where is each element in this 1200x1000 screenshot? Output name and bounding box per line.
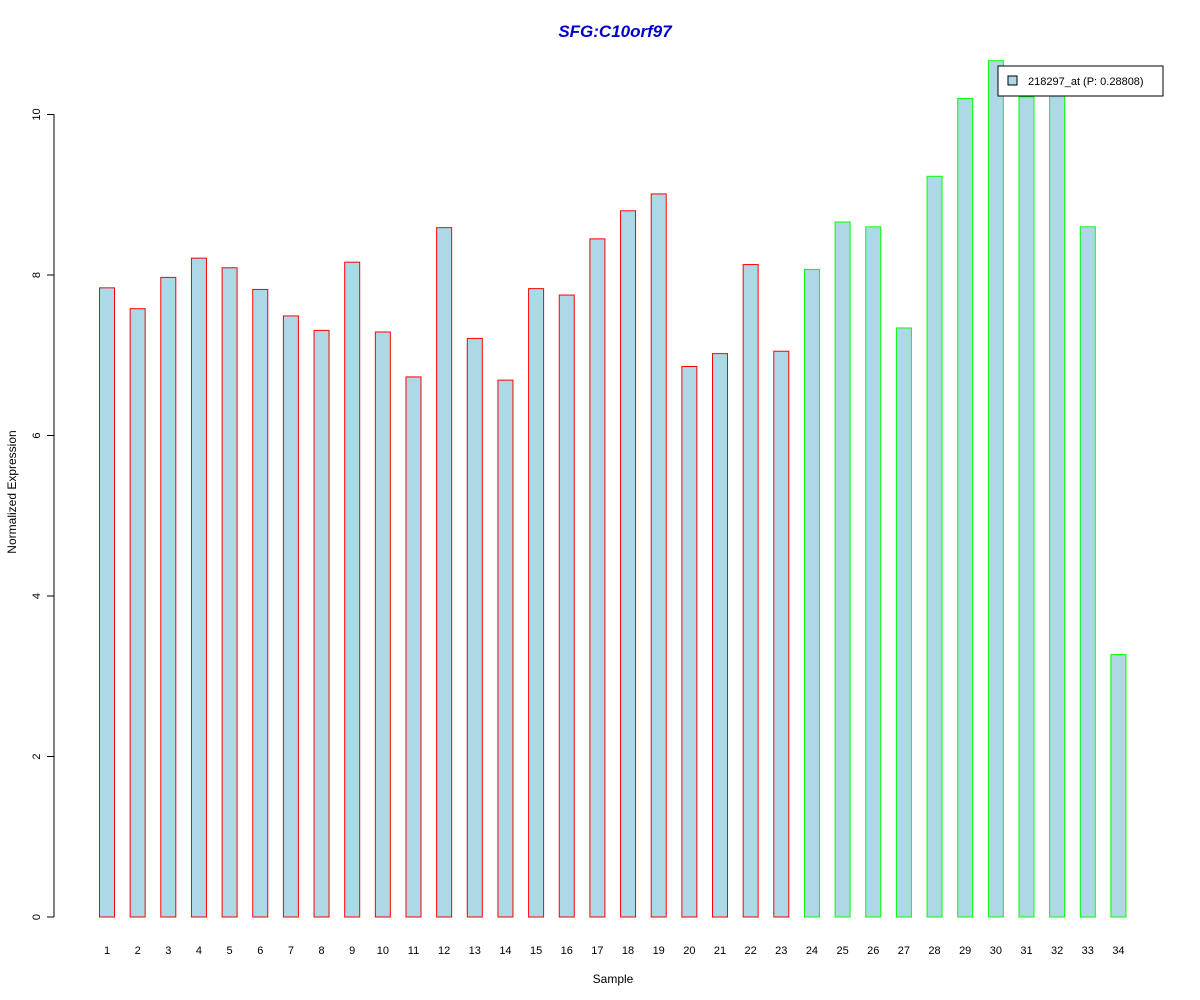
x-tick-label: 20 [683,945,695,957]
x-axis-label: Sample [593,972,634,986]
y-tick-label: 2 [31,753,43,759]
bar [282,315,299,918]
x-tick-label: 12 [438,945,450,957]
legend-swatch [1007,75,1018,86]
x-tick-label: 18 [622,945,634,957]
bar [1079,226,1096,918]
bar [803,268,820,918]
x-tick-label: 22 [745,945,757,957]
x-tick-label: 33 [1082,945,1094,957]
x-tick-label: 10 [377,945,389,957]
x-tick-label: 28 [928,945,940,957]
y-tick-label: 4 [31,593,43,599]
x-tick-label: 27 [898,945,910,957]
bar [313,329,330,918]
x-tick-label: 21 [714,945,726,957]
x-tick-label: 32 [1051,945,1063,957]
bar [221,267,238,918]
bar [926,175,943,918]
bar [558,294,575,918]
x-tick-label: 24 [806,945,818,957]
bar [190,257,207,918]
x-tick-label: 8 [318,945,324,957]
x-tick-label: 9 [349,945,355,957]
x-tick-label: 34 [1112,945,1124,957]
bar [374,331,391,918]
x-tick-label: 31 [1020,945,1032,957]
y-tick-label: 6 [31,432,43,438]
x-tick-label: 25 [836,945,848,957]
x-tick-label: 1 [104,945,110,957]
x-tick-label: 6 [257,945,263,957]
bar [895,327,912,918]
bar [773,350,790,918]
y-tick-label: 8 [31,272,43,278]
legend-box [997,65,1164,97]
bar [620,210,637,918]
x-tick-label: 17 [591,945,603,957]
bar [1018,96,1035,918]
y-tick-label: 10 [31,108,43,120]
x-tick-label: 30 [990,945,1002,957]
x-tick-label: 15 [530,945,542,957]
x-tick-label: 14 [499,945,511,957]
bar [681,365,698,918]
x-tick-label: 13 [469,945,481,957]
x-tick-label: 5 [227,945,233,957]
x-tick-label: 19 [653,945,665,957]
bar [987,60,1004,918]
bar [160,276,177,918]
bar [497,379,514,918]
bar [344,261,361,918]
y-axis: 0 2 4 6 8 10 [31,108,55,920]
bar [712,353,728,918]
bar [1110,654,1127,918]
x-tick-label: 7 [288,945,294,957]
bars [99,60,1127,918]
y-axis-label: Normalized Expression [5,430,19,553]
bar [650,193,667,918]
x-tick-label: 2 [135,945,141,957]
x-tick-label: 29 [959,945,971,957]
x-tick-labels: 1 2 3 4 5 6 7 8 9 10 11 12 13 14 15 16 17 18 19 20 21 22 23 24 2… [104,945,1125,957]
bar [957,97,974,918]
bar [589,238,606,918]
bar [252,288,269,918]
bar [1049,85,1066,918]
x-tick-label: 3 [165,945,171,957]
bar [865,226,882,918]
x-tick-label: 16 [561,945,573,957]
y-tick-label: 0 [31,914,43,920]
x-tick-label: 4 [196,945,202,957]
x-tick-label: 23 [775,945,787,957]
bar [99,287,115,918]
legend-entry-label: 218297_at (P: 0.28808) [1028,76,1144,88]
bar [742,264,759,918]
legend: 218297_at (P: 0.28808) [997,65,1164,97]
bar [528,288,545,918]
x-tick-label: 11 [408,945,419,957]
bar [436,227,453,918]
bar [834,221,851,918]
chart-title: SFG:C10orf97 [558,22,673,41]
bar [405,376,422,918]
bar [466,337,483,918]
bar [129,308,146,918]
x-tick-label: 26 [867,945,879,957]
